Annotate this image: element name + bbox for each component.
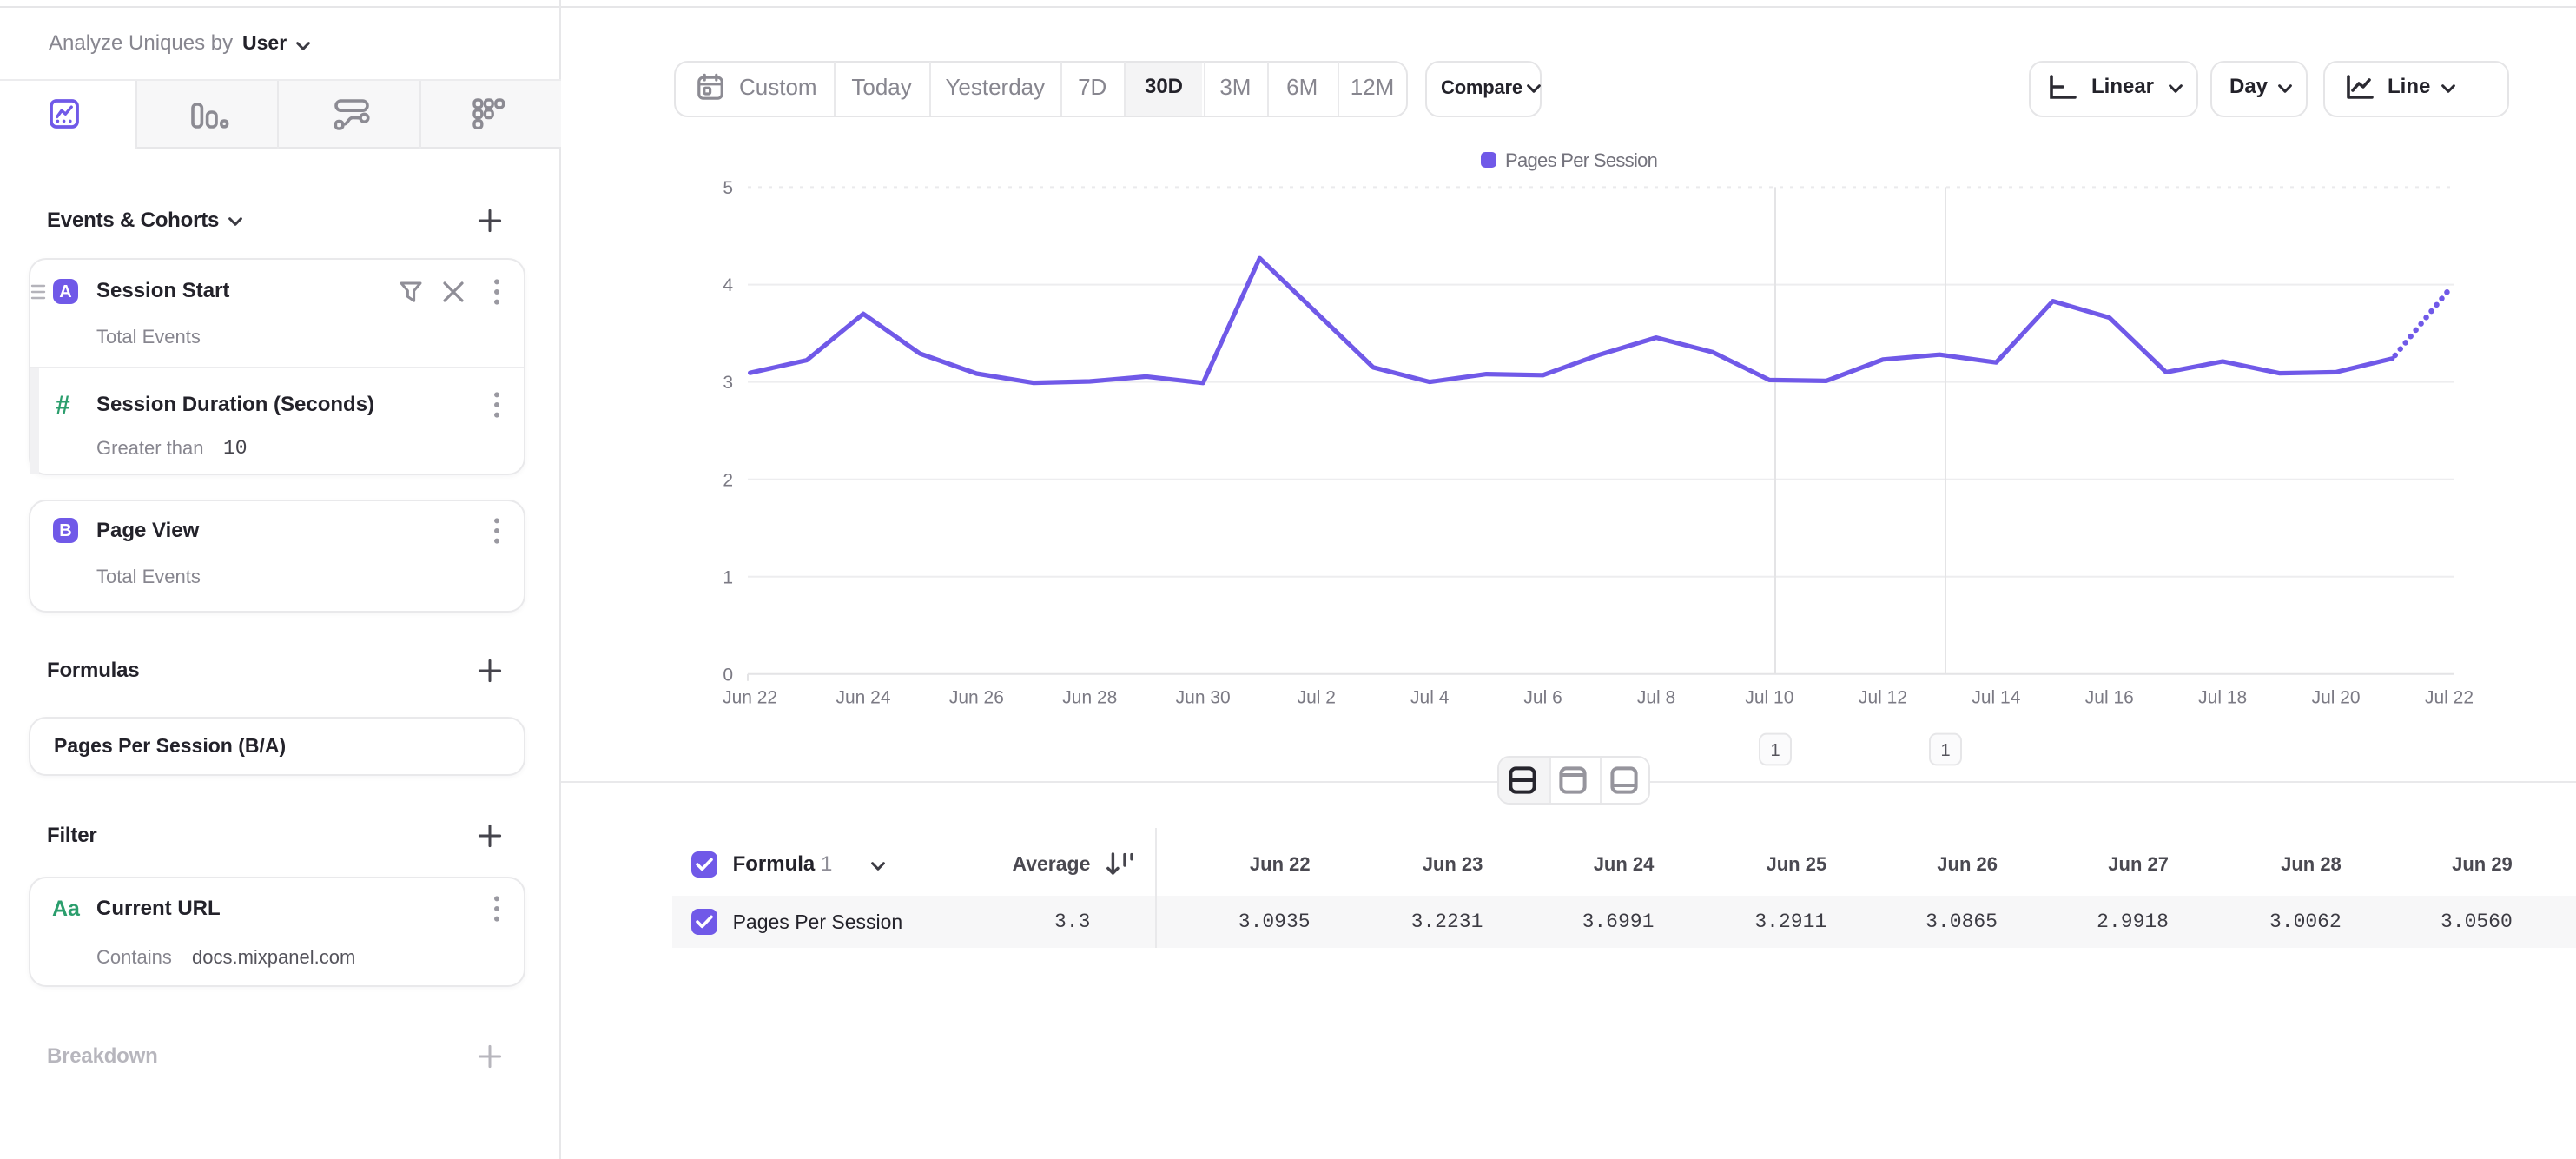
svg-text:Jul 22: Jul 22 — [2425, 688, 2474, 708]
svg-text:Jun 24: Jun 24 — [836, 688, 890, 708]
svg-text:Jun 26: Jun 26 — [949, 688, 1004, 708]
svg-text:Jul 20: Jul 20 — [2312, 688, 2361, 708]
svg-text:Jul 6: Jul 6 — [1523, 688, 1562, 708]
svg-text:Jul 12: Jul 12 — [1859, 688, 1907, 708]
svg-text:Jul 16: Jul 16 — [2085, 688, 2134, 708]
svg-text:5: 5 — [723, 178, 733, 198]
svg-text:Jun 22: Jun 22 — [723, 688, 777, 708]
svg-text:4: 4 — [723, 275, 733, 295]
svg-text:3: 3 — [723, 373, 733, 393]
svg-text:Jun 28: Jun 28 — [1062, 688, 1117, 708]
svg-text:1: 1 — [723, 567, 733, 587]
svg-text:1: 1 — [1940, 741, 1950, 760]
svg-text:Jul 8: Jul 8 — [1637, 688, 1675, 708]
svg-text:Jul 14: Jul 14 — [1972, 688, 2020, 708]
svg-text:Jul 10: Jul 10 — [1745, 688, 1793, 708]
svg-text:1: 1 — [1770, 741, 1780, 760]
svg-text:Jul 18: Jul 18 — [2198, 688, 2247, 708]
svg-text:Jul 2: Jul 2 — [1298, 688, 1336, 708]
svg-text:Jun 30: Jun 30 — [1176, 688, 1231, 708]
svg-text:0: 0 — [723, 665, 733, 685]
svg-text:Jul 4: Jul 4 — [1410, 688, 1450, 708]
svg-text:2: 2 — [723, 470, 733, 490]
